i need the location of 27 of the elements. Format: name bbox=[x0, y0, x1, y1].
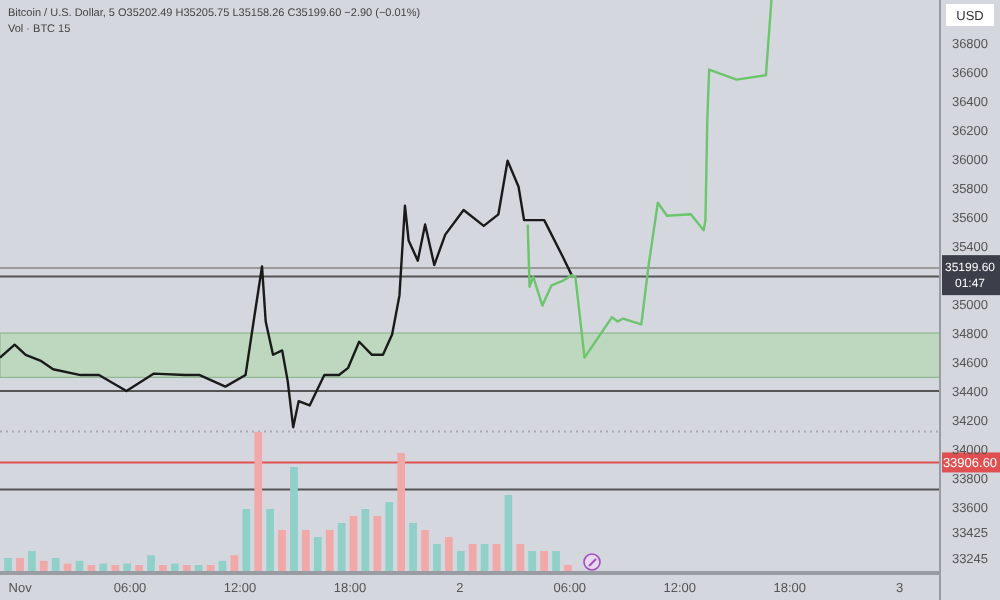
bar bbox=[278, 530, 286, 572]
bar bbox=[433, 544, 441, 572]
bar bbox=[313, 537, 322, 572]
bar bbox=[242, 509, 251, 572]
bar bbox=[385, 502, 394, 572]
bar bbox=[540, 551, 548, 572]
bar bbox=[373, 516, 382, 572]
bar bbox=[468, 544, 477, 572]
bar bbox=[456, 551, 465, 572]
bar bbox=[528, 551, 537, 572]
bar bbox=[254, 432, 263, 572]
bar bbox=[39, 560, 48, 572]
bar bbox=[397, 453, 406, 572]
bar bbox=[444, 537, 453, 572]
bar bbox=[28, 551, 36, 572]
bar bbox=[516, 544, 525, 572]
bar bbox=[4, 558, 12, 572]
bar bbox=[302, 530, 310, 572]
bar bbox=[147, 555, 155, 572]
bar bbox=[325, 530, 334, 572]
bar bbox=[421, 530, 429, 572]
bar bbox=[16, 558, 24, 572]
bar bbox=[409, 523, 417, 572]
bar bbox=[51, 558, 60, 572]
bar bbox=[266, 509, 274, 572]
bar bbox=[290, 467, 298, 572]
bar bbox=[552, 551, 560, 572]
